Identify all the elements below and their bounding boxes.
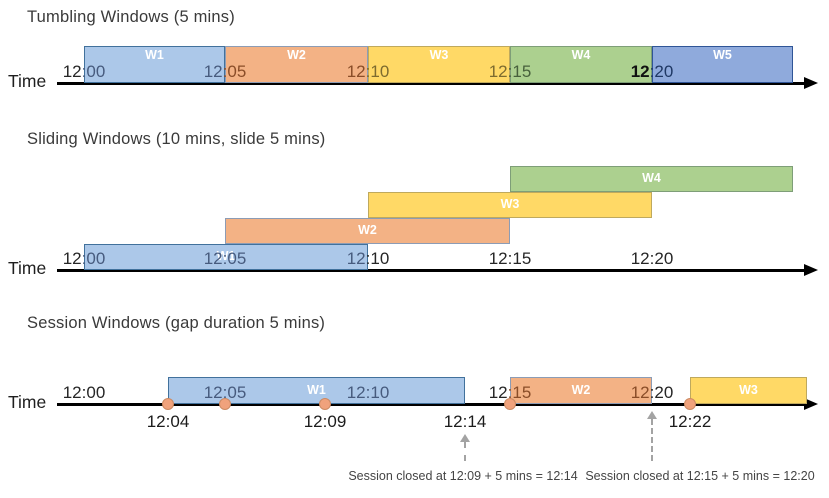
time-tick-part: 12: [62, 249, 82, 268]
sliding-axis-arrowhead-icon: [804, 264, 818, 276]
window-label-tumbling-W2: W2: [287, 48, 306, 62]
sliding-axis-line: [57, 269, 804, 272]
window-tumbling-W3: [368, 46, 510, 83]
tumbling-axis-line: [57, 82, 804, 85]
time-tick-session-12:15: 12:15: [489, 383, 532, 403]
tumbling-time-axis-label: Time: [8, 71, 47, 91]
time-tick-sliding-12:05: 12:05: [204, 249, 247, 269]
time-tick-part: :15: [507, 383, 532, 402]
time-tick-part: :10: [365, 249, 390, 268]
time-tick-sliding-12:15: 12:15: [489, 249, 532, 269]
window-session-W1: [168, 377, 465, 404]
callout-dashed-line-1: [651, 419, 653, 461]
time-tick-part: 12: [630, 62, 650, 81]
event-time-label-12:09: 12:09: [303, 412, 347, 431]
window-tumbling-W5: [652, 46, 793, 83]
event-time-label-12:04: 12:04: [146, 412, 190, 431]
time-tick-part: 12:15: [488, 249, 532, 268]
time-tick-part: 12: [203, 62, 223, 81]
time-tick-tumbling-12:10: 12:10: [347, 62, 390, 82]
callout-text-0: Session closed at 12:09 + 5 mins = 12:14: [348, 469, 578, 483]
event-dot-12:05: [219, 398, 231, 410]
time-tick-part: 12: [488, 62, 508, 81]
callout-arrowhead-icon-0: [460, 434, 470, 442]
time-tick-part: :00: [81, 62, 106, 81]
time-tick-tumbling-12:05: 12:05: [204, 62, 247, 82]
window-sliding-W4: [510, 166, 793, 192]
time-tick-part: 12: [488, 383, 508, 402]
time-tick-tumbling-12:20: 12:20: [631, 62, 674, 82]
window-session-W3: [690, 377, 807, 404]
window-label-sliding-W2: W2: [358, 223, 377, 237]
session-time-axis-label: Time: [8, 392, 47, 412]
time-tick-sliding-12:10: 12:10: [347, 249, 390, 269]
window-label-session-W1: W1: [307, 383, 326, 397]
time-tick-part: 12:05: [203, 383, 247, 402]
sliding-time-axis-label: Time: [8, 258, 47, 278]
tumbling-axis-arrowhead-icon: [804, 77, 818, 89]
time-tick-tumbling-12:00: 12:00: [63, 62, 106, 82]
time-tick-session-12:20: 12:20: [631, 383, 674, 403]
callout-text-1: Session closed at 12:15 + 5 mins = 12:20: [585, 469, 815, 483]
time-tick-session-12:10: 12:10: [347, 383, 390, 403]
event-dot-12:22: [684, 398, 696, 410]
window-label-session-W3: W3: [739, 383, 758, 397]
window-session-W2: [510, 377, 652, 404]
time-tick-tumbling-12:15: 12:15: [489, 62, 532, 82]
time-tick-part: :15: [507, 62, 532, 81]
session-axis-line: [57, 403, 804, 406]
window-label-sliding-W4: W4: [642, 171, 661, 185]
sliding-section-title: Sliding Windows (10 mins, slide 5 mins): [27, 130, 326, 148]
window-tumbling-W4: [510, 46, 652, 83]
window-label-tumbling-W3: W3: [429, 48, 449, 62]
time-tick-part: 12:20: [630, 249, 674, 268]
session-axis-arrowhead-icon: [804, 398, 818, 410]
window-tumbling-W1: [84, 46, 225, 83]
time-tick-part: 12: [346, 249, 366, 268]
time-tick-part: 12:10: [346, 383, 390, 402]
time-tick-part: :10: [365, 62, 390, 81]
event-dot-12:09: [319, 398, 331, 410]
event-time-label-12:22: 12:22: [668, 412, 712, 431]
window-label-sliding-W1: W1: [216, 249, 236, 263]
time-tick-part: 12:05: [203, 249, 247, 268]
event-dot-12:04: [162, 398, 174, 410]
time-tick-part: :00: [81, 249, 106, 268]
window-sliding-W3: [368, 192, 652, 218]
window-label-session-W2: W2: [571, 383, 591, 397]
time-tick-part: :05: [222, 62, 247, 81]
session-section-title: Session Windows (gap duration 5 mins): [27, 314, 326, 332]
time-tick-sliding-12:20: 12:20: [631, 249, 674, 269]
time-tick-part: :20: [649, 383, 674, 402]
time-tick-part: :20: [649, 62, 674, 81]
event-time-label-12:14: 12:14: [443, 412, 487, 431]
callout-arrowhead-icon-1: [647, 411, 657, 419]
window-label-sliding-W3: W3: [500, 197, 520, 211]
window-label-tumbling-W1: W1: [145, 48, 164, 62]
time-tick-part: 12: [346, 62, 366, 81]
callout-dashed-line-0: [464, 442, 466, 461]
window-label-tumbling-W4: W4: [571, 48, 591, 62]
time-tick-session-12:00: 12:00: [63, 383, 106, 403]
time-tick-session-12:05: 12:05: [204, 383, 247, 403]
time-tick-sliding-12:00: 12:00: [63, 249, 106, 269]
time-tick-part: 12: [62, 62, 82, 81]
tumbling-section-title: Tumbling Windows (5 mins): [27, 8, 235, 26]
window-sliding-W1: [84, 244, 368, 270]
window-tumbling-W2: [225, 46, 368, 83]
window-label-tumbling-W5: W5: [713, 48, 732, 62]
time-tick-part: 12: [630, 383, 650, 402]
event-dot-12:15: [504, 398, 516, 410]
time-tick-part: 12:00: [62, 383, 106, 402]
window-sliding-W2: [225, 218, 510, 244]
